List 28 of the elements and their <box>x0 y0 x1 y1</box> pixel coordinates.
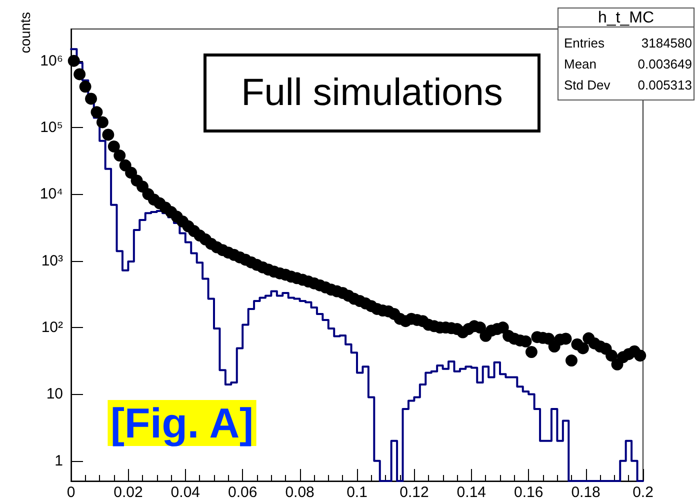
x-tick-label: 0.02 <box>114 484 143 501</box>
y-tick-label: 10² <box>41 319 63 336</box>
annotation: Full simulations <box>241 72 503 114</box>
y-tick-label: 1 <box>54 452 63 470</box>
x-tick-label: 0.14 <box>456 484 486 501</box>
x-tick-label: 0.1 <box>346 484 368 501</box>
y-tick-label: 10 <box>46 386 63 403</box>
y-axis-title: counts <box>17 12 33 54</box>
x-tick-label: 0.2 <box>632 484 654 501</box>
annotation: 0.003649 <box>638 56 692 72</box>
x-tick-label: 0.12 <box>400 484 429 501</box>
x-tick-label: 0.06 <box>228 484 258 501</box>
y-tick-label: 10⁴ <box>40 186 63 203</box>
annotation: Entries <box>564 36 605 50</box>
y-tick-label: 10³ <box>41 252 63 270</box>
y-tick-label: 10⁵ <box>40 119 63 136</box>
x-tick-label: 0.04 <box>170 484 200 501</box>
text: h_t_MC <box>598 10 654 26</box>
annotation: [Fig. A] <box>110 400 254 446</box>
x-tick-label: 0.18 <box>571 484 600 501</box>
x-tick-label: 0.08 <box>285 484 314 501</box>
y-tick-label: 10⁶ <box>40 52 63 70</box>
annotation: 0.005313 <box>638 78 692 92</box>
annotation: 3184580 <box>641 36 692 50</box>
annotation: Mean <box>564 56 597 72</box>
x-tick-label: 0.16 <box>514 484 544 501</box>
annotation: Std Dev <box>564 78 611 92</box>
x-tick-label: 0 <box>66 484 76 501</box>
